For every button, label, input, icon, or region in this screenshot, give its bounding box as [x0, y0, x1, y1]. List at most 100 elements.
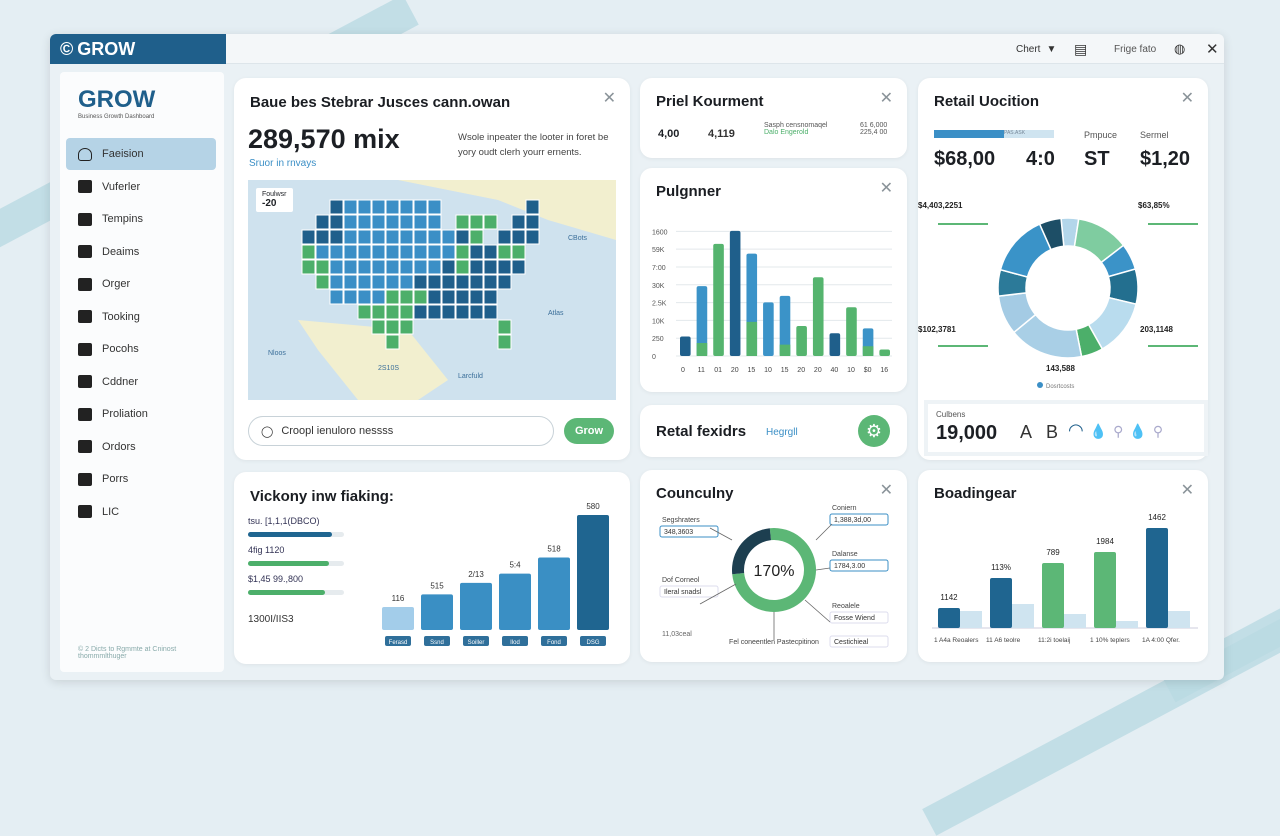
map-state: [441, 244, 456, 260]
app-logo[interactable]: © GROW: [50, 34, 226, 64]
map-state: [329, 244, 344, 260]
map-state: [371, 229, 386, 245]
close-icon[interactable]: ✕: [879, 90, 893, 107]
map-state: [343, 289, 358, 305]
grid-icon: [78, 277, 92, 291]
bar: [538, 557, 570, 630]
settings-gear-button[interactable]: ⚙: [858, 415, 890, 447]
map-state: [441, 274, 456, 290]
y-tick-label: 0: [652, 354, 656, 361]
sidebar-item[interactable]: Pocohs: [66, 333, 216, 365]
map-state: [413, 289, 428, 305]
map-state: [329, 229, 344, 245]
map-state: [357, 229, 372, 245]
globe-icon[interactable]: ◍: [1174, 41, 1186, 56]
close-icon[interactable]: ✕: [1180, 90, 1194, 107]
sidebar-item[interactable]: Deaims: [66, 236, 216, 268]
close-window-button[interactable]: ✕: [1206, 41, 1219, 58]
row-label: tsu. [1,1,1(DBCO): [248, 516, 320, 526]
pulgnner-card: Pulgnner ✕ 0 250 10K 2.5K 30K 7:00 59K 1600 0 11 0…: [640, 168, 907, 392]
sidebar-item[interactable]: LIC: [66, 496, 216, 528]
progress-bar: [934, 130, 1004, 138]
bar: [1094, 552, 1116, 628]
card-title: Vickony inw fiaking:: [250, 488, 394, 505]
search-input[interactable]: ◯ Croopl ienuloro nessss: [248, 416, 554, 446]
progress-fill: [248, 561, 329, 566]
data-label: 515: [430, 581, 444, 590]
bar: [577, 515, 609, 630]
sidebar-item[interactable]: Faeision: [66, 138, 216, 170]
map-state: [399, 214, 414, 230]
callout-line: [699, 583, 737, 605]
map-state: [483, 304, 498, 320]
inbox-icon: [78, 342, 92, 356]
map-state: [497, 244, 512, 260]
bar-secondary: [1012, 604, 1034, 628]
grow-button[interactable]: Grow: [564, 418, 614, 444]
pin-icon: [78, 472, 92, 486]
archive-icon: [78, 180, 92, 193]
retal-link[interactable]: Hegrgll: [766, 427, 798, 438]
sidebar-item[interactable]: Porrs: [66, 463, 216, 495]
map-state: [483, 214, 498, 230]
category-tag: [502, 636, 528, 646]
progress-track: [248, 590, 344, 595]
map-state: [385, 304, 400, 320]
category-tag: [385, 636, 411, 646]
map-state: [399, 289, 414, 305]
us-map[interactable]: Nloos 2S10S Larcfuld Atlas CBots: [248, 180, 616, 400]
bar-secondary: [1116, 621, 1138, 628]
sidebar-item[interactable]: Cddner: [66, 366, 216, 398]
app-window: © GROW Chert ▼ ▤ Frige fato ◍ ✕ GROW Busine…: [50, 34, 1224, 680]
numbers: 61 6,000 225,4 00: [860, 122, 888, 136]
x-tick-label: 20: [797, 367, 805, 374]
mexico-land: [298, 320, 448, 400]
map-state: [385, 229, 400, 245]
sidebar-item[interactable]: Orger: [66, 268, 216, 300]
close-icon[interactable]: ✕: [879, 482, 893, 499]
map-state: [357, 274, 372, 290]
close-icon[interactable]: ✕: [879, 180, 893, 197]
clipboard-icon[interactable]: ▤: [1074, 40, 1088, 57]
callout-box: [659, 585, 719, 598]
bottom-label: Fel coneentlen Pastecpitinon: [729, 639, 819, 646]
map-state: [469, 304, 484, 320]
map-state: [427, 274, 442, 290]
map-state: [371, 319, 386, 335]
sidebar-item[interactable]: Proliation: [66, 398, 216, 430]
sidebar-item[interactable]: Tempins: [66, 203, 216, 235]
data-label: 5:4: [509, 561, 521, 570]
map-state: [357, 244, 372, 260]
bar: [460, 582, 492, 630]
y-tick-label: 30K: [652, 283, 665, 290]
y-tick-label: 250: [652, 336, 664, 343]
map-state: [413, 274, 428, 290]
x-tick-label: 16: [880, 367, 888, 374]
map-state: [343, 214, 358, 230]
frige-link[interactable]: Frige fato: [1114, 43, 1157, 55]
map-state: [413, 214, 428, 230]
stats-row: $68,00 4:0 ST $1,20: [934, 148, 1191, 170]
sidebar: GROW Business Growth Dashboard Faeision Vu…: [60, 72, 224, 672]
sidebar-item[interactable]: Ordors: [66, 431, 216, 463]
map-state: [399, 229, 414, 245]
chart-dropdown[interactable]: Chert ▼: [1016, 43, 1057, 55]
row-label: $1,45 99.,800: [248, 574, 304, 584]
sidebar-item[interactable]: Tooking: [66, 301, 216, 333]
map-state: [427, 304, 442, 320]
y-tick-label: 10K: [652, 318, 665, 325]
map-state: [371, 259, 386, 275]
callout-value: 1784,3.00: [834, 563, 865, 570]
footer-text: 1300I/IIS3: [248, 614, 294, 625]
bar: [713, 243, 724, 356]
close-icon[interactable]: ✕: [602, 90, 616, 107]
map-state: [483, 274, 498, 290]
x-tick-label: 11: [698, 367, 705, 374]
map-state: [371, 304, 386, 320]
map-state: [399, 319, 414, 335]
close-icon[interactable]: ✕: [1180, 482, 1194, 499]
sidebar-item[interactable]: Vuferler: [66, 171, 216, 203]
map-state: [371, 214, 386, 230]
bar: [1042, 563, 1064, 628]
map-state: [385, 319, 400, 335]
